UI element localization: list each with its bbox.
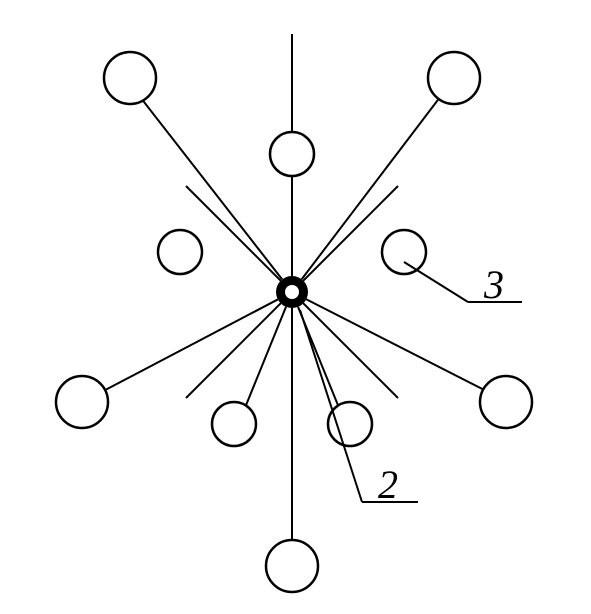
- outer-node-0: [104, 52, 156, 104]
- spoke-inner-3: [303, 303, 398, 398]
- label-3: 3: [483, 262, 504, 307]
- radial-diagram: 32: [0, 0, 591, 614]
- spoke-inner-0: [186, 186, 281, 281]
- outer-node-4: [266, 540, 318, 592]
- spoke-inner-4: [240, 307, 286, 420]
- inner-node-4: [328, 402, 372, 446]
- spoke-inner-1: [303, 186, 398, 281]
- outer-node-2: [56, 376, 108, 428]
- label-3-leader: [404, 262, 468, 302]
- outer-node-3: [480, 376, 532, 428]
- spoke-outer-4: [306, 299, 500, 398]
- inner-node-3: [212, 402, 256, 446]
- inner-node-2: [382, 230, 426, 274]
- spoke-outer-2: [302, 84, 450, 279]
- label-2: 2: [378, 462, 398, 507]
- inner-node-0: [270, 132, 314, 176]
- inner-node-1: [158, 230, 202, 274]
- outer-node-1: [428, 52, 480, 104]
- spoke-outer-3: [90, 299, 278, 398]
- spoke-outer-1: [130, 84, 282, 279]
- spoke-inner-2: [186, 303, 281, 398]
- center-hub-hole: [285, 285, 299, 299]
